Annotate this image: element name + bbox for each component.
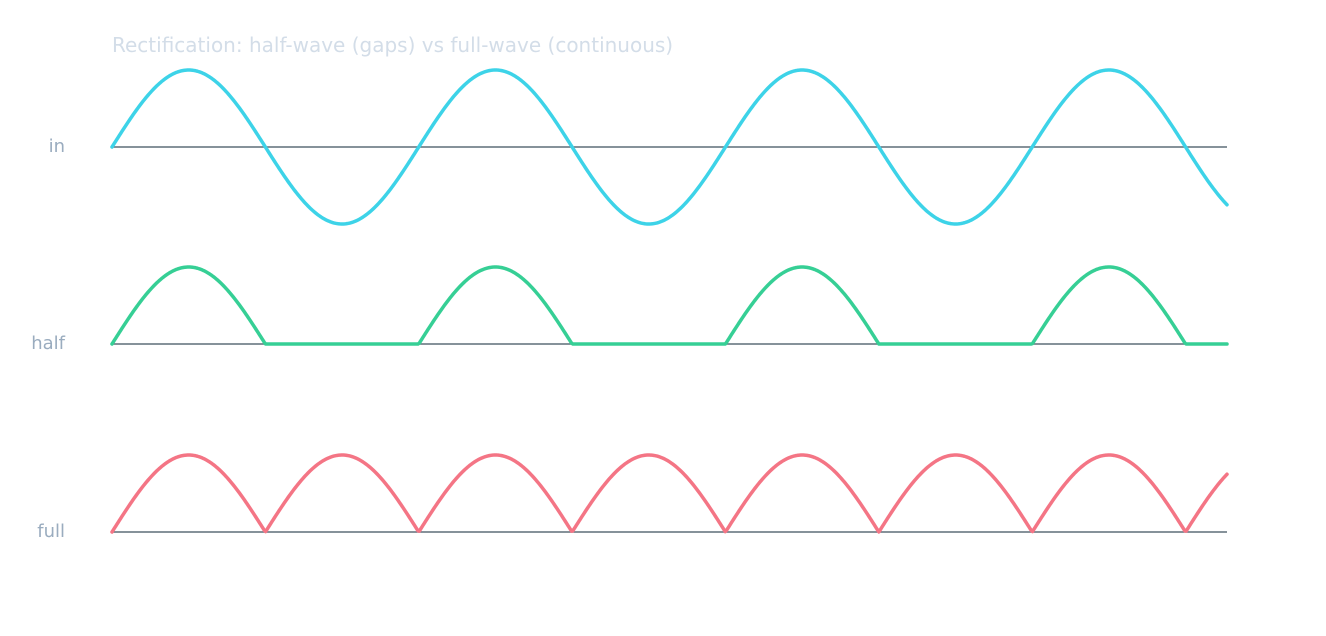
series-line-half (110, 265, 1229, 346)
series-line-full (110, 453, 1229, 534)
row-full: full (37, 453, 1229, 542)
row-label-half: half (31, 333, 65, 354)
chart-title: Rectification: half-wave (gaps) vs full-… (112, 33, 673, 57)
row-label-in: in (49, 136, 65, 157)
row-in: in (49, 68, 1229, 226)
row-label-full: full (37, 521, 65, 542)
series-line-in (110, 68, 1229, 226)
row-half: half (31, 265, 1229, 354)
